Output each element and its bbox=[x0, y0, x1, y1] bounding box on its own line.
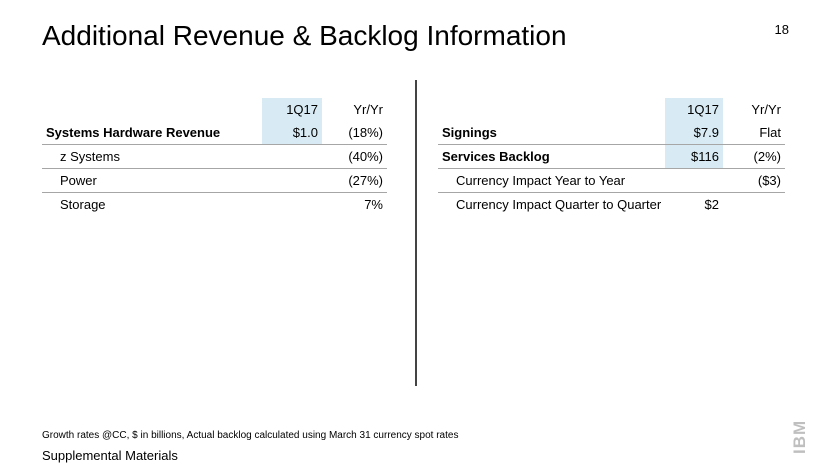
row-value: $2 bbox=[704, 197, 719, 212]
table-row: Signings $7.9 Flat bbox=[438, 121, 785, 145]
column-header-yr-yr: Yr/Yr bbox=[353, 102, 383, 117]
row-label: Storage bbox=[60, 197, 106, 212]
signings-backlog-table: 1Q17 Yr/Yr Signings $7.9 Flat Services B… bbox=[438, 98, 785, 216]
page-number: 18 bbox=[774, 22, 789, 37]
table-row: Systems Hardware Revenue $1.0 (18%) bbox=[42, 121, 387, 145]
page-title: Additional Revenue & Backlog Information bbox=[42, 20, 567, 51]
row-change: (18%) bbox=[322, 121, 387, 145]
table-row: Currency Impact Quarter to Quarter $2 bbox=[438, 193, 785, 217]
row-change: (40%) bbox=[322, 144, 387, 169]
row-change: Flat bbox=[722, 121, 785, 145]
row-change: 7% bbox=[364, 197, 383, 212]
header-blank bbox=[438, 98, 665, 121]
row-label: z Systems bbox=[42, 144, 262, 169]
row-label: Signings bbox=[438, 121, 666, 145]
column-divider bbox=[415, 80, 417, 386]
header-blank bbox=[42, 98, 262, 121]
row-value bbox=[262, 144, 322, 169]
row-change: (2%) bbox=[722, 144, 785, 169]
row-value: $116 bbox=[665, 144, 723, 169]
row-label: Power bbox=[42, 168, 262, 193]
row-value bbox=[262, 168, 322, 193]
column-header-yr-yr: Yr/Yr bbox=[751, 102, 781, 117]
row-value: $1.0 bbox=[262, 121, 322, 145]
row-label: Services Backlog bbox=[438, 144, 666, 169]
table-row: Storage 7% bbox=[42, 193, 387, 217]
column-header-1q17: 1Q17 bbox=[262, 98, 322, 121]
footnote: Growth rates @CC, $ in billions, Actual … bbox=[42, 430, 459, 441]
row-change: ($3) bbox=[722, 168, 785, 193]
ibm-logo-icon: IBM bbox=[790, 420, 809, 454]
row-label: Currency Impact Year to Year bbox=[438, 168, 666, 193]
table-row: z Systems (40%) bbox=[42, 144, 387, 169]
row-label: Currency Impact Quarter to Quarter bbox=[456, 197, 662, 212]
table-row: Services Backlog $116 (2%) bbox=[438, 144, 785, 169]
row-value bbox=[665, 168, 723, 193]
supplemental-materials-label: Supplemental Materials bbox=[42, 448, 178, 463]
table-row: Power (27%) bbox=[42, 168, 387, 193]
systems-hardware-table: 1Q17 Yr/Yr Systems Hardware Revenue $1.0… bbox=[42, 98, 387, 216]
svg-text:IBM: IBM bbox=[790, 420, 809, 454]
row-change: (27%) bbox=[322, 168, 387, 193]
table-row: Currency Impact Year to Year ($3) bbox=[438, 168, 785, 193]
row-value bbox=[262, 193, 322, 217]
row-change bbox=[723, 193, 785, 217]
column-header-1q17: 1Q17 bbox=[665, 98, 723, 121]
row-value: $7.9 bbox=[665, 121, 723, 145]
row-label: Systems Hardware Revenue bbox=[42, 121, 262, 145]
